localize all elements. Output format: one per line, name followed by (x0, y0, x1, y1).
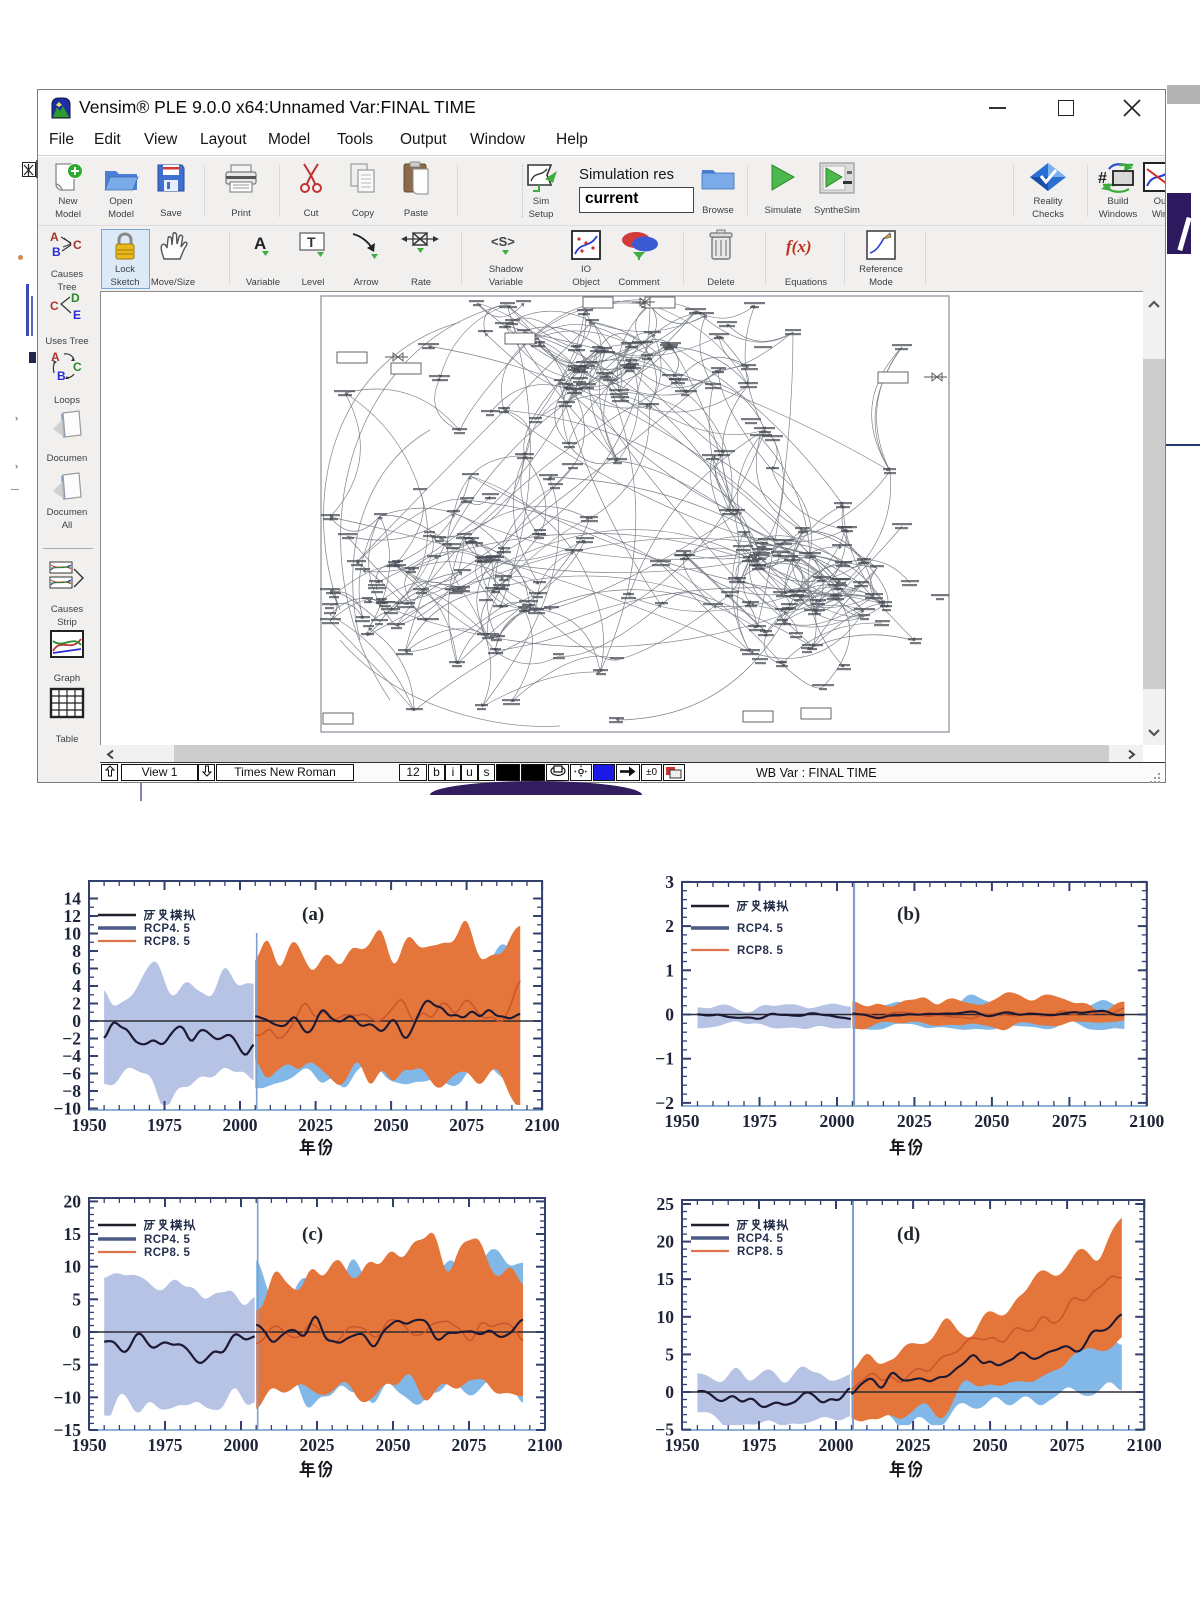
svg-text:2100: 2100 (1129, 1111, 1164, 1131)
svg-text:1975: 1975 (742, 1435, 777, 1455)
svg-text:3: 3 (665, 872, 674, 892)
svg-text:A: A (254, 234, 266, 253)
svg-text:20: 20 (657, 1232, 675, 1252)
svg-text:(d): (d) (897, 1224, 920, 1245)
svg-text:RCP8. 5: RCP8. 5 (144, 1247, 190, 1259)
svg-text:2075: 2075 (1050, 1435, 1085, 1455)
svg-text:2025: 2025 (897, 1111, 932, 1131)
svg-text:−5: −5 (655, 1420, 674, 1440)
svg-text:2025: 2025 (298, 1115, 333, 1135)
svg-text:A: A (51, 350, 60, 364)
svg-text:D: D (71, 291, 80, 305)
svg-text:2100: 2100 (1127, 1435, 1162, 1455)
svg-text:2075: 2075 (452, 1435, 487, 1455)
svg-text:C: C (73, 238, 82, 252)
svg-text:15: 15 (64, 1224, 82, 1244)
svg-text:2000: 2000 (819, 1435, 854, 1455)
svg-text:f(x): f(x) (786, 237, 811, 256)
svg-text:−15: −15 (54, 1420, 82, 1440)
svg-text:8: 8 (72, 941, 81, 961)
svg-text:B: B (52, 245, 61, 259)
svg-text:12: 12 (64, 906, 82, 926)
svg-text:15: 15 (657, 1269, 675, 1289)
svg-text:<S>: <S> (491, 234, 515, 249)
svg-text:RCP4. 5: RCP4. 5 (144, 1234, 190, 1246)
svg-text:−5: −5 (62, 1355, 81, 1375)
svg-text:(c): (c) (302, 1224, 323, 1245)
svg-text:2050: 2050 (376, 1435, 411, 1455)
svg-text:A: A (50, 230, 59, 244)
svg-text:14: 14 (64, 889, 82, 909)
svg-text:0: 0 (665, 1382, 674, 1402)
svg-text:C: C (50, 299, 59, 313)
svg-text:RCP8. 5: RCP8. 5 (737, 945, 783, 957)
svg-text:2100: 2100 (525, 1115, 560, 1135)
svg-text:−1: −1 (655, 1049, 674, 1069)
svg-text:−10: −10 (54, 1387, 82, 1407)
svg-text:2025: 2025 (896, 1435, 931, 1455)
svg-text:2: 2 (665, 916, 674, 936)
svg-text:1975: 1975 (742, 1111, 777, 1131)
svg-text:5: 5 (665, 1344, 674, 1364)
svg-text:−4: −4 (62, 1046, 81, 1066)
svg-text:−10: −10 (54, 1099, 82, 1119)
svg-text:2050: 2050 (374, 1115, 409, 1135)
svg-text:RCP4. 5: RCP4. 5 (737, 1233, 783, 1245)
svg-text:1975: 1975 (148, 1435, 183, 1455)
svg-text:−8: −8 (62, 1081, 81, 1101)
svg-text:RCP8. 5: RCP8. 5 (737, 1246, 783, 1258)
svg-text:1950: 1950 (72, 1435, 107, 1455)
svg-text:1950: 1950 (665, 1435, 700, 1455)
svg-text:1950: 1950 (665, 1111, 700, 1131)
svg-text:2: 2 (72, 994, 81, 1014)
svg-text:2075: 2075 (1052, 1111, 1087, 1131)
svg-text:10: 10 (64, 1257, 82, 1277)
svg-text:10: 10 (657, 1307, 675, 1327)
svg-text:0: 0 (72, 1322, 81, 1342)
svg-text:10: 10 (64, 924, 82, 944)
svg-text:4: 4 (72, 976, 81, 996)
svg-text:2000: 2000 (820, 1111, 855, 1131)
svg-text:#: # (1098, 170, 1107, 187)
svg-text:RCP4. 5: RCP4. 5 (144, 923, 190, 935)
svg-text:1: 1 (665, 960, 674, 980)
svg-text:RCP8. 5: RCP8. 5 (144, 936, 190, 948)
svg-text:−6: −6 (62, 1064, 81, 1084)
svg-text:2050: 2050 (973, 1435, 1008, 1455)
svg-text:(b): (b) (897, 904, 920, 925)
svg-text:1975: 1975 (147, 1115, 182, 1135)
svg-text:2100: 2100 (528, 1435, 563, 1455)
svg-text:2000: 2000 (223, 1115, 258, 1135)
svg-text:20: 20 (64, 1191, 82, 1211)
svg-text:6: 6 (72, 959, 81, 979)
svg-text:25: 25 (657, 1194, 675, 1214)
svg-text:0: 0 (665, 1005, 674, 1025)
svg-text:1950: 1950 (72, 1115, 107, 1135)
svg-text:B: B (57, 369, 66, 383)
svg-text:2075: 2075 (449, 1115, 484, 1135)
svg-text:2000: 2000 (224, 1435, 259, 1455)
svg-text:−2: −2 (655, 1093, 674, 1113)
svg-text:5: 5 (72, 1289, 81, 1309)
svg-text:T: T (307, 234, 316, 250)
svg-text:2025: 2025 (300, 1435, 335, 1455)
svg-text:C: C (73, 360, 82, 374)
svg-text:−2: −2 (62, 1029, 81, 1049)
svg-text:RCP4. 5: RCP4. 5 (737, 923, 783, 935)
svg-text:0: 0 (72, 1011, 81, 1031)
svg-text:E: E (73, 308, 81, 322)
svg-text:2050: 2050 (974, 1111, 1009, 1131)
svg-text:(a): (a) (302, 904, 324, 925)
